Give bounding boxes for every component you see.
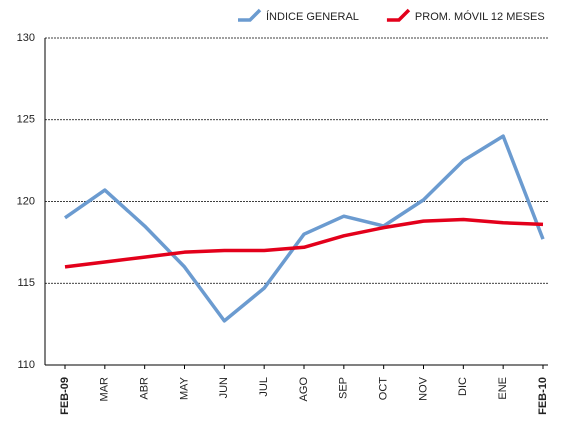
x-tick-label: SEP bbox=[338, 377, 350, 399]
legend-swatch bbox=[386, 8, 411, 22]
x-tick-label: MAY bbox=[178, 376, 190, 400]
y-tick-label: 120 bbox=[17, 195, 35, 207]
x-tick-label: ABR bbox=[139, 377, 151, 400]
legend-label: PROM. MÓVIL 12 MESES bbox=[415, 10, 545, 23]
series-line bbox=[64, 217, 544, 269]
x-tick-label: OCT bbox=[378, 377, 390, 401]
x-tick-label: MAR bbox=[99, 377, 111, 402]
y-tick-label: 125 bbox=[17, 114, 35, 126]
y-tick-label: 110 bbox=[17, 359, 35, 371]
x-tick-label: NOV bbox=[417, 376, 429, 401]
x-tick-label: AGO bbox=[298, 377, 310, 402]
y-tick-label: 115 bbox=[17, 277, 35, 289]
legend-label: ÍNDICE GENERAL bbox=[266, 10, 359, 23]
x-tick-label: DIC bbox=[457, 377, 469, 396]
x-tick-label: JUN bbox=[218, 377, 230, 398]
x-tick-label: FEB-09 bbox=[59, 377, 71, 415]
y-tick-label: 130 bbox=[17, 32, 35, 44]
x-tick-label: FEB-10 bbox=[537, 377, 549, 415]
x-tick-label: JUL bbox=[258, 377, 270, 397]
legend-swatch bbox=[238, 8, 262, 22]
series-line bbox=[63, 134, 545, 323]
x-tick-label: ENE bbox=[497, 377, 509, 400]
